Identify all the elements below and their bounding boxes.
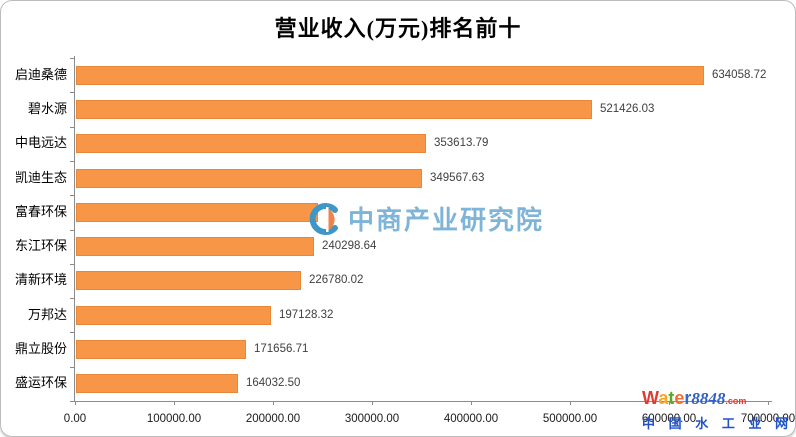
water8848-letter: a xyxy=(658,388,669,408)
y-axis-tick xyxy=(70,58,74,59)
y-axis-tick xyxy=(70,127,74,128)
x-axis-tick-label: 500000.00 xyxy=(542,413,598,425)
category-label: 鼎立股份 xyxy=(14,341,67,357)
bar xyxy=(76,271,301,291)
y-axis-tick xyxy=(70,298,74,299)
category-label: 清新环境 xyxy=(14,272,67,288)
value-label: 349567.63 xyxy=(430,171,485,184)
x-axis-tick xyxy=(75,401,76,405)
x-axis-tick-label: 700000.00 xyxy=(740,413,796,425)
water8848-logo: Water8848.com 中 国 水 工 业 网 xyxy=(642,389,792,432)
y-axis-tick xyxy=(70,332,74,333)
water8848-number: 8848 xyxy=(691,389,726,408)
category-label: 万邦达 xyxy=(27,306,67,322)
category-label: 碧水源 xyxy=(27,100,67,116)
y-axis-tick xyxy=(70,195,74,196)
water8848-letter: W xyxy=(642,388,659,408)
bar xyxy=(76,202,318,222)
chart-title: 营业收入(万元)排名前十 xyxy=(274,16,522,41)
x-axis-tick-label: 200000.00 xyxy=(245,413,301,425)
x-axis-tick xyxy=(372,401,373,405)
water8848-letter: e xyxy=(674,388,685,408)
x-axis-tick xyxy=(570,401,571,405)
category-label: 东江环保 xyxy=(14,238,67,254)
water8848-letters: Water xyxy=(642,388,691,408)
bar xyxy=(76,237,314,257)
water8848-letter: r xyxy=(684,388,692,408)
y-axis-tick xyxy=(70,230,74,231)
category-label: 中电远达 xyxy=(14,135,67,151)
x-axis-tick xyxy=(669,401,670,405)
value-label: 521426.03 xyxy=(600,102,655,115)
bar xyxy=(76,305,271,325)
water8848-letter: t xyxy=(668,388,675,408)
value-label: 164032.50 xyxy=(246,377,301,390)
x-axis-tick-label: 300000.00 xyxy=(344,413,400,425)
value-label: 240298.64 xyxy=(322,240,377,253)
y-axis-tick xyxy=(70,161,74,162)
bar xyxy=(76,134,426,154)
x-axis-tick xyxy=(273,401,274,405)
category-label: 凯迪生态 xyxy=(14,169,67,185)
y-axis-tick xyxy=(70,264,74,265)
value-label: 197128.32 xyxy=(279,308,334,321)
x-axis-line xyxy=(70,401,772,402)
bar xyxy=(76,65,704,85)
x-axis-tick xyxy=(768,401,769,405)
water8848-wordmark: Water8848.com xyxy=(642,389,792,410)
x-axis-tick xyxy=(471,401,472,405)
bar xyxy=(76,340,246,360)
category-label: 富春环保 xyxy=(14,203,67,219)
category-label: 启迪桑德 xyxy=(14,66,67,82)
value-label: 226780.02 xyxy=(309,274,364,287)
water8848-subtitle: 中 国 水 工 业 网 xyxy=(642,416,794,431)
x-axis-tick-label: 400000.00 xyxy=(443,413,499,425)
value-label: 353613.79 xyxy=(434,137,489,150)
x-axis-tick-label: 0.00 xyxy=(63,413,87,425)
water8848-tld: .com xyxy=(725,396,747,406)
value-label: 634058.72 xyxy=(712,68,767,81)
value-label: 171656.71 xyxy=(254,343,309,356)
y-axis-tick xyxy=(70,92,74,93)
x-axis-tick-label: 600000.00 xyxy=(641,413,697,425)
x-axis-tick xyxy=(174,401,175,405)
y-axis-tick xyxy=(70,367,74,368)
y-axis-tick xyxy=(70,401,74,402)
category-label: 盛运环保 xyxy=(14,375,67,391)
bar xyxy=(76,168,422,188)
y-axis-line xyxy=(74,56,75,401)
bar xyxy=(76,374,238,394)
bar xyxy=(76,99,592,119)
x-axis-tick-label: 100000.00 xyxy=(146,413,202,425)
